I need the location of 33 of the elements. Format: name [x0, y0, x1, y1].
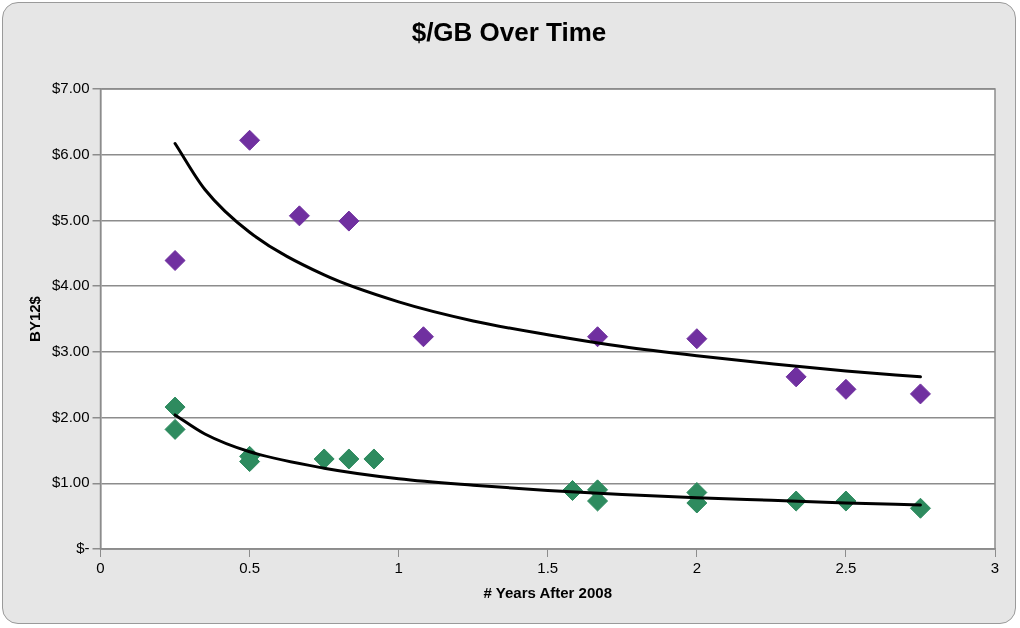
y-tick-label: $- — [76, 539, 90, 557]
point — [164, 250, 186, 272]
point — [338, 210, 360, 232]
y-axis-title: BY12$ — [26, 295, 44, 342]
line-series — [173, 142, 922, 379]
point — [313, 448, 335, 470]
point — [412, 326, 434, 348]
point — [239, 129, 261, 151]
chart-title: $/GB Over Time — [410, 17, 608, 48]
point — [909, 383, 931, 405]
y-tick-label: $5.00 — [51, 210, 90, 228]
x-tick-label: 2.5 — [835, 559, 857, 577]
y-tick-label: $4.00 — [51, 276, 90, 294]
y-tick-label: $3.00 — [51, 342, 90, 359]
y-tick-label: $6.00 — [51, 144, 90, 162]
y-tick-label: $1.00 — [51, 473, 90, 491]
y-tick-label: $7.00 — [51, 79, 90, 97]
point — [835, 378, 857, 400]
x-tick-label: 0 — [96, 559, 105, 577]
x-tick-label: 1 — [394, 559, 403, 577]
point — [338, 448, 360, 470]
x-tick-label: 0.5 — [239, 559, 261, 577]
x-axis-title: # Years After 2008 — [483, 584, 612, 602]
x-tick-label: 2 — [692, 559, 702, 577]
y-tick-label: $2.00 — [51, 407, 90, 425]
point — [363, 448, 385, 470]
x-tick-label: 1.5 — [537, 559, 559, 577]
point — [164, 418, 186, 440]
x-tick-label: 3 — [990, 559, 1000, 577]
point — [785, 366, 807, 388]
point — [686, 328, 708, 350]
point — [164, 396, 186, 418]
point — [288, 205, 310, 227]
